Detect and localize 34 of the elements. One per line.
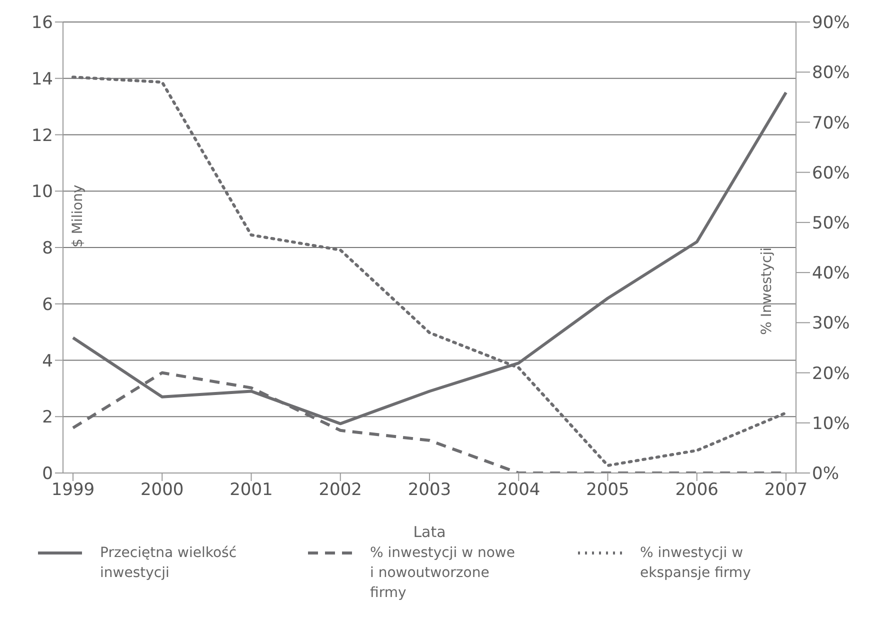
x-tick-label: 2005 [586, 480, 630, 500]
legend-label: % inwestycji w ekspansje firmy [640, 544, 752, 583]
y-tick-label: 0 [42, 464, 53, 484]
y2-tick-label: 50% [812, 213, 850, 234]
y-tick-label: 4 [42, 351, 53, 372]
x-tick-label: 2002 [318, 480, 362, 500]
y-tick-label: 6 [42, 294, 53, 315]
y-tick-label: 8 [42, 238, 53, 259]
y-tick-label: 10 [31, 182, 53, 202]
y2-tick-label: 30% [812, 314, 850, 334]
x-axis-title: Lata [413, 523, 446, 541]
y2-tick-label: 90% [812, 13, 850, 34]
x-tick-label: 2006 [675, 480, 719, 500]
x-tick-label: 2001 [230, 480, 273, 500]
y-axis-title: $ Miliony [70, 184, 86, 248]
x-tick-label: 2004 [496, 480, 540, 500]
y2-tick-label: 10% [812, 414, 850, 434]
y2-tick-label: 70% [812, 113, 850, 134]
legend-label: % inwestycji w nowe i nowoutworzone firmy [370, 544, 516, 603]
y2-tick-label: 40% [812, 264, 850, 284]
x-tick-label: 2000 [140, 480, 184, 500]
y2-tick-label: 80% [812, 63, 850, 84]
y2-tick-label: 20% [812, 364, 850, 384]
legend-label: Przeciętna wielkość inwestycji [100, 544, 238, 583]
y-tick-label: 12 [31, 126, 53, 146]
y2-tick-label: 0% [812, 464, 839, 484]
x-tick-label: 1999 [51, 480, 95, 500]
y-tick-label: 14 [31, 69, 53, 90]
y-tick-label: 2 [42, 408, 53, 428]
y-tick-label: 16 [31, 13, 53, 34]
x-tick-label: 2007 [764, 480, 808, 500]
y2-tick-label: 60% [812, 163, 850, 184]
x-tick-label: 2003 [408, 480, 452, 500]
y2-axis-title: % Inwestycji [758, 248, 775, 335]
